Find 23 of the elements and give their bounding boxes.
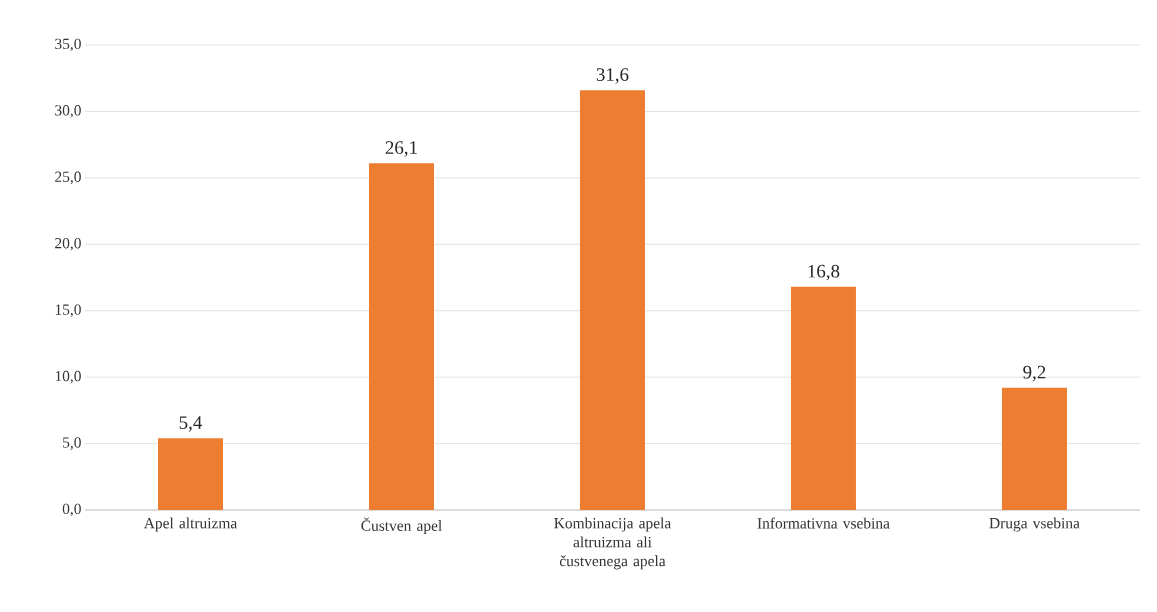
x-tick-label: Informativna vsebina: [757, 517, 890, 529]
y-tick-label: 10,0: [55, 370, 81, 384]
bar: [158, 438, 223, 510]
data-label: 31,6: [596, 68, 629, 84]
y-tick-label: 0,0: [62, 503, 81, 517]
y-tick-label: 35,0: [55, 38, 81, 52]
bar: [579, 90, 645, 510]
y-tick-label: 25,0: [55, 171, 81, 185]
bar: [1001, 387, 1067, 510]
x-tick-label: Čustven apel: [361, 517, 442, 535]
y-tick-label: 20,0: [55, 237, 81, 251]
data-label: 26,1: [385, 141, 417, 157]
bar: [368, 163, 434, 510]
y-tick-label: 30,0: [55, 105, 81, 118]
data-label: 16,8: [808, 264, 840, 281]
x-tick-label: Kombinacija apela altruizma ali čustvenega apela: [554, 517, 672, 570]
bar: [790, 286, 856, 510]
data-label: 9,2: [1023, 365, 1046, 382]
data-label: 5,4: [179, 416, 203, 432]
y-tick-label: 15,0: [55, 304, 81, 318]
y-tick-label: 5,0: [63, 437, 81, 450]
x-tick-label: Apel altruizma: [143, 517, 238, 532]
x-tick-label: Druga vsebina: [989, 517, 1080, 532]
